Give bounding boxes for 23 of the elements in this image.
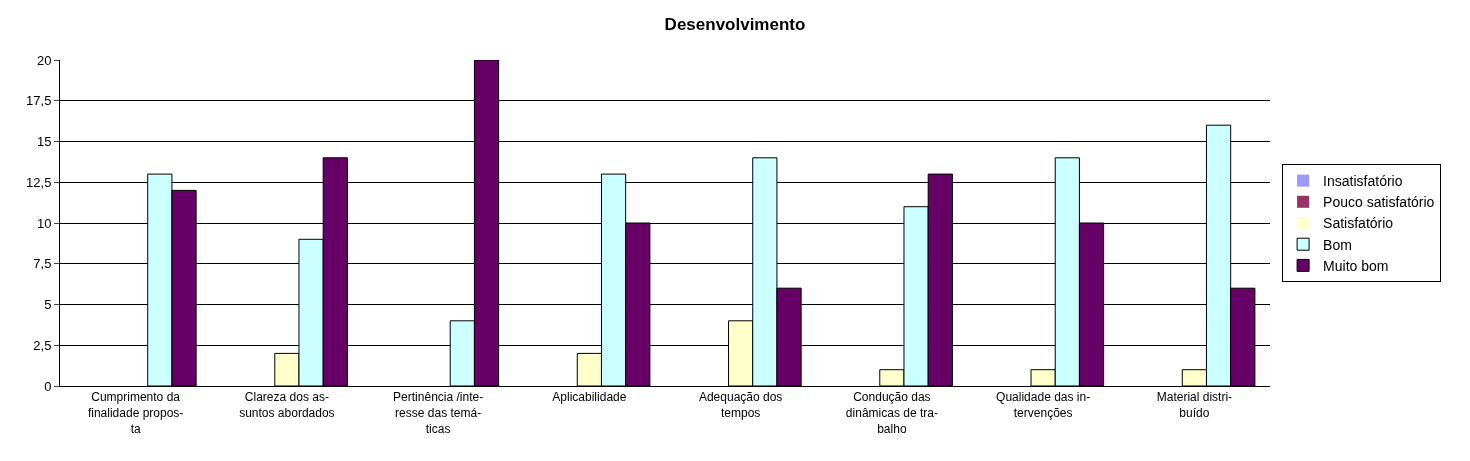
y-tick-label: 7,5 [33, 256, 52, 272]
x-tick-label: Aplicabilidade [552, 390, 627, 405]
legend-label: Muito bom [1323, 257, 1389, 274]
y-tick-label: 15 [36, 134, 52, 150]
y-tick-label: 2,5 [33, 337, 52, 353]
chart-title: Desenvolvimento [664, 15, 806, 35]
y-tick-label: 20 [36, 52, 52, 68]
x-tick-label: Clareza dos as- suntos abordados [239, 390, 335, 420]
y-tick-label: 12,5 [26, 174, 52, 190]
legend-label: Pouco satisfatório [1323, 194, 1435, 211]
y-tick-label: 5 [44, 297, 52, 313]
x-tick-label: Adequação dos tempos [698, 390, 783, 420]
legend-label: Satisfatório [1323, 215, 1394, 232]
legend-label: Insatisfatório [1323, 173, 1403, 190]
legend-label: Bom [1323, 236, 1352, 253]
x-tick-label: Cumprimento da finalidade propos- ta [87, 390, 184, 436]
y-tick-label: 17,5 [26, 93, 52, 109]
x-tick-label: Condução das dinâmicas de tra- balho [845, 390, 938, 436]
x-tick-label: Pertinência /inte- resse das temá- ticas [393, 390, 484, 436]
y-tick-label: 0 [44, 378, 52, 394]
y-tick-label: 10 [36, 215, 52, 231]
x-tick-label: Material distri- buído [1156, 390, 1233, 420]
x-tick-label: Qualidade das in- tervenções [996, 390, 1091, 420]
